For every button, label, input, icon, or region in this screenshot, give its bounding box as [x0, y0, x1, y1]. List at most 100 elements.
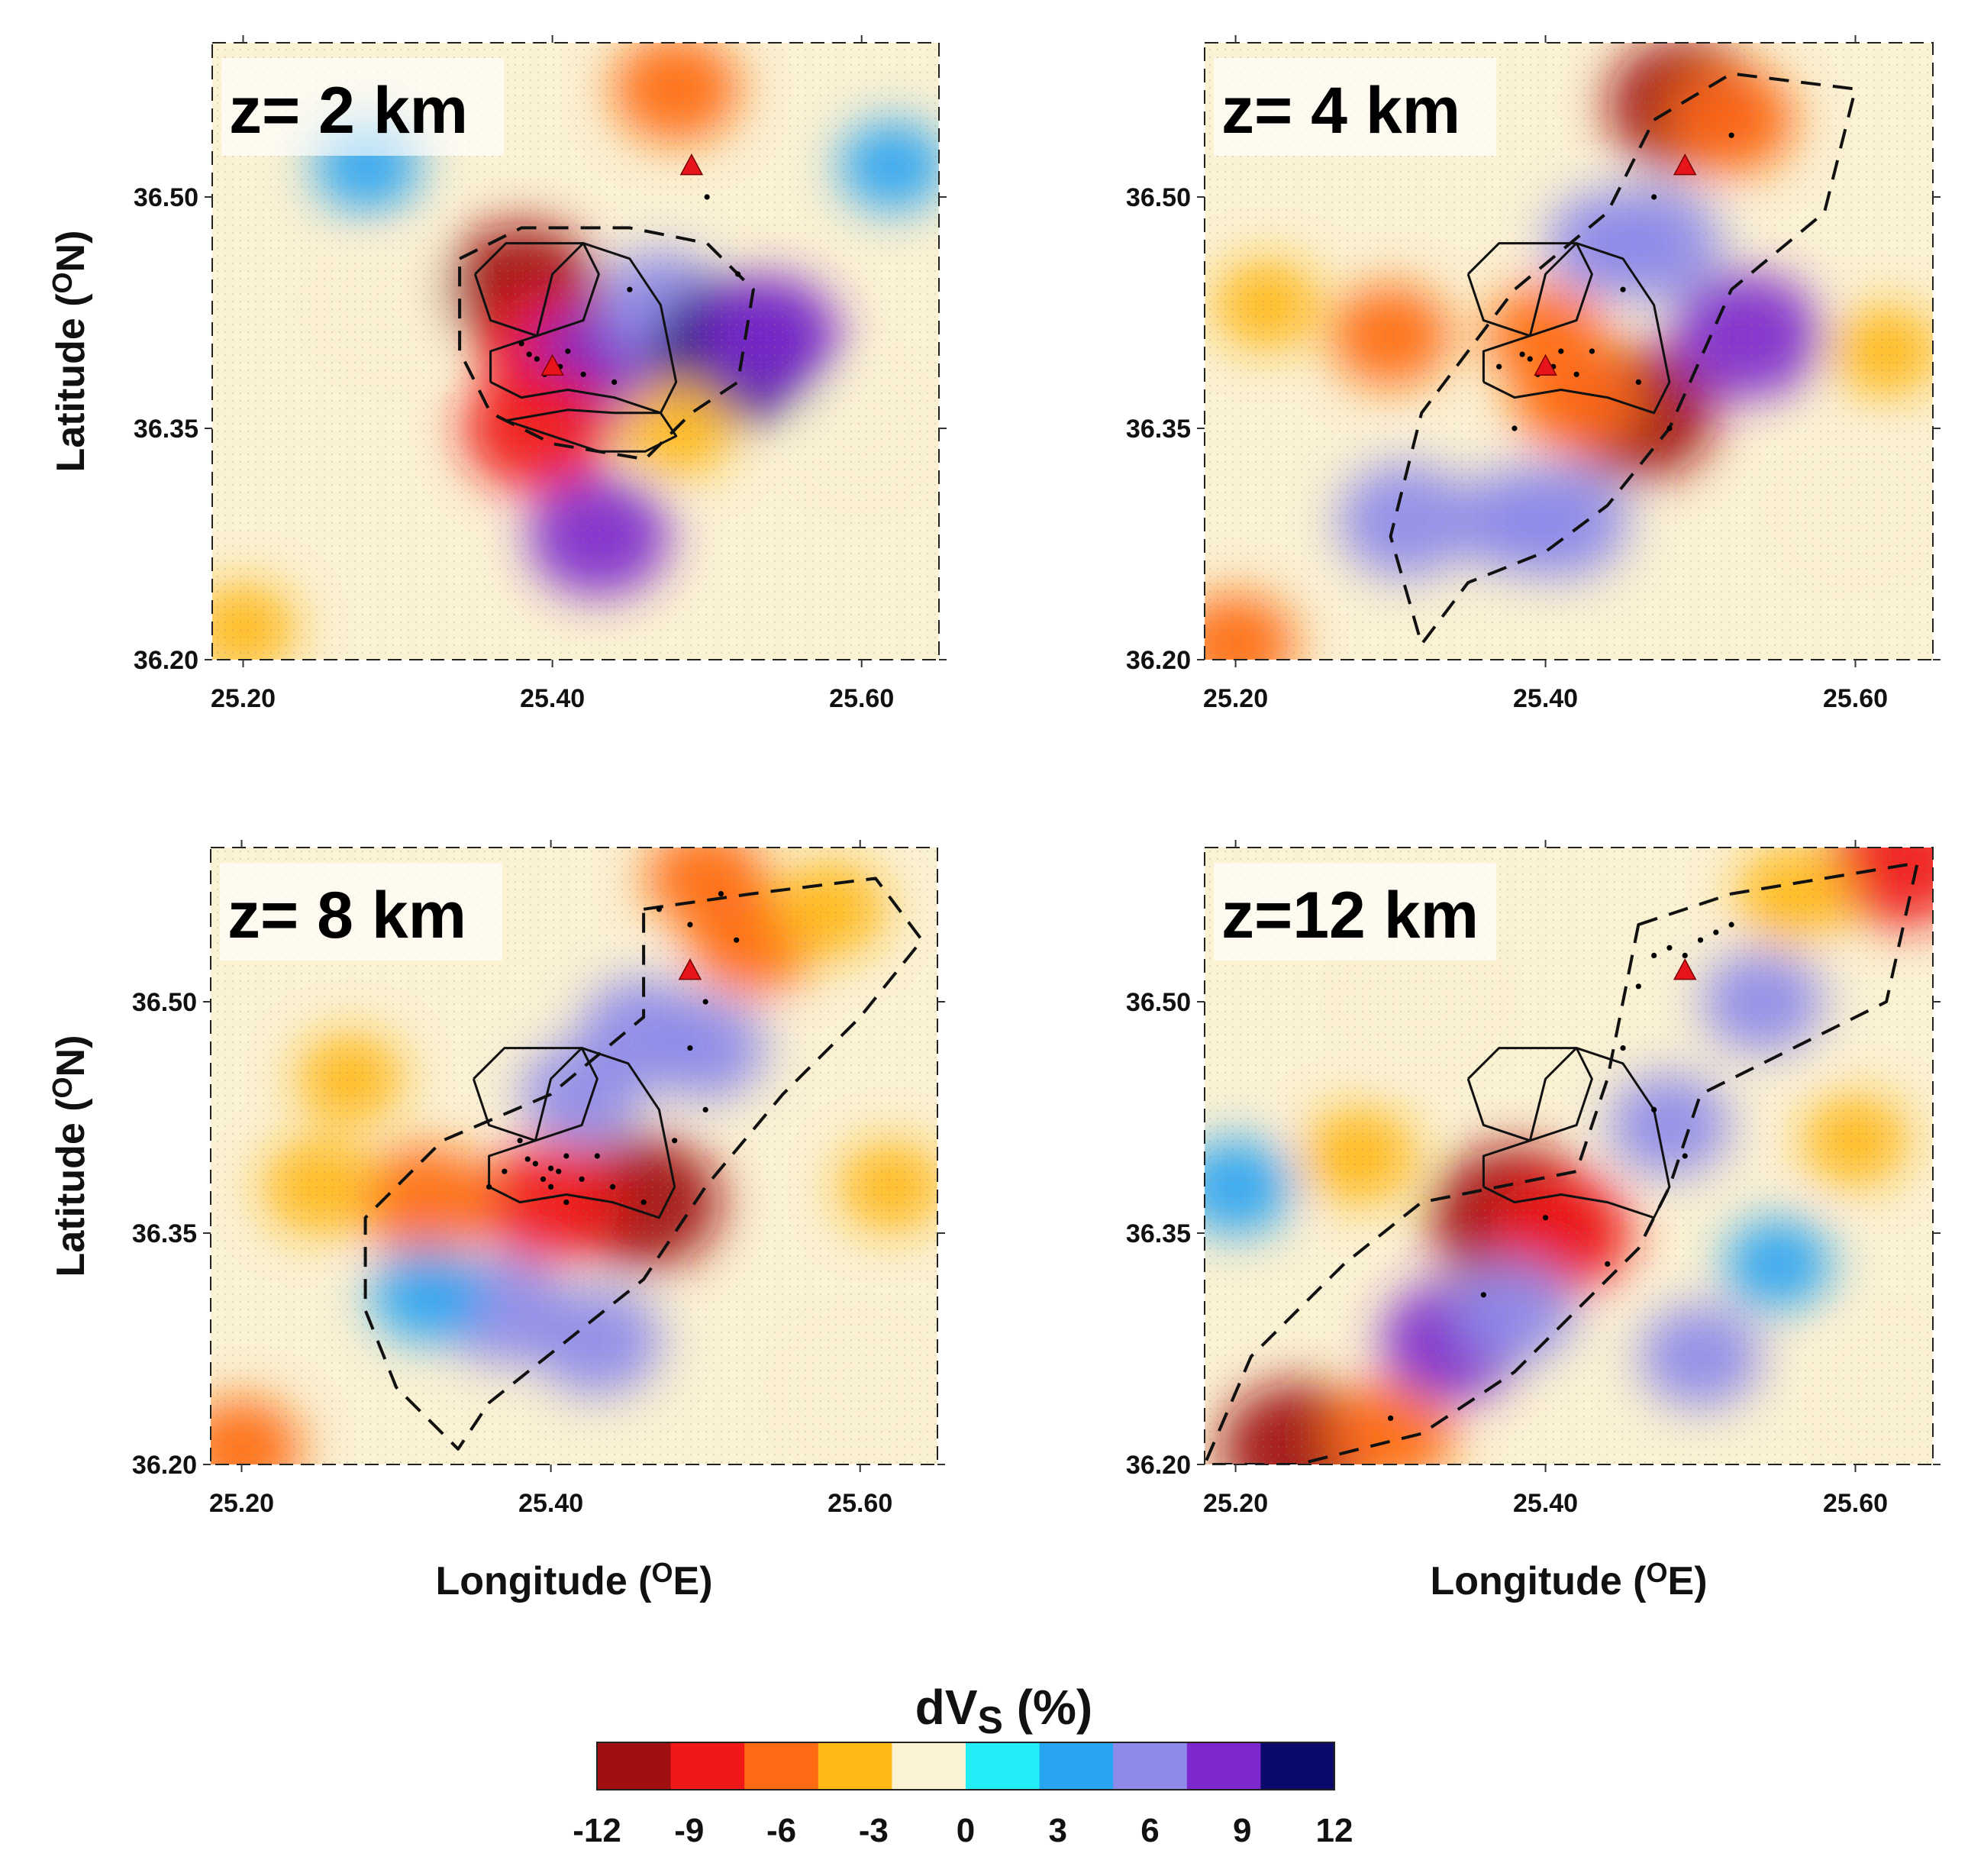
map-panel-z2: z= 2 km 25.20 25.40 25.60 36.20 36.35 36.50: [134, 35, 947, 713]
y-axis-title-unit: N): [49, 1035, 93, 1077]
panel-label: z= 8 km: [227, 879, 466, 952]
earthquake-epicenter: [1573, 371, 1579, 377]
map-panel-z4: z= 4 km 25.20 25.40 25.60 36.20 36.35 36.50: [1126, 35, 1941, 713]
x-axis-title-text: Longitude (: [1430, 1559, 1647, 1603]
map-frame: [211, 42, 940, 660]
volcano-triangle-icon: [1673, 958, 1697, 980]
panel-label-background: [221, 58, 504, 156]
y-tick-label: 36.20: [1126, 1451, 1191, 1480]
y-tick-label: 36.35: [132, 1219, 197, 1248]
colorbar-segment: [1260, 1742, 1335, 1790]
earthquake-epicenter: [718, 891, 724, 897]
colorbar-title-unit: (%): [1003, 1680, 1092, 1735]
map-frame: [210, 847, 938, 1465]
colorbar-tick-label: 9: [1233, 1812, 1251, 1849]
island-coastline: [505, 408, 678, 453]
earthquake-epicenter: [556, 1168, 562, 1174]
earthquake-epicenter: [1519, 351, 1525, 357]
earthquake-epicenter: [1713, 929, 1719, 935]
y-tick-label: 36.50: [1126, 988, 1191, 1017]
island-coastline: [472, 1047, 598, 1142]
colorbar-tick-label: -12: [573, 1812, 621, 1849]
earthquake-epicenter: [1651, 952, 1657, 958]
earthquake-epicenter: [1697, 937, 1704, 943]
colorbar-tick-label: -3: [859, 1812, 889, 1849]
earthquake-epicenter: [563, 1153, 569, 1159]
earthquake-epicenter: [1635, 983, 1641, 990]
y-tick-label: 36.20: [132, 1451, 197, 1480]
colorbar-segment: [1113, 1742, 1188, 1790]
colorbar-tick-label: 6: [1140, 1812, 1159, 1849]
earthquake-epicenter: [534, 356, 540, 362]
earthquake-epicenter: [1651, 1106, 1657, 1112]
y-tick-label: 36.35: [1126, 1219, 1191, 1248]
volcano-triangle-icon: [1534, 354, 1557, 376]
y-axis-title-degree: O: [47, 1077, 78, 1098]
panel-label-background: [1214, 58, 1496, 156]
y-axis-title: Latitude (ON): [47, 231, 93, 473]
y-axis-title: Latitude (ON): [47, 1035, 93, 1277]
earthquake-epicenter: [702, 999, 708, 1005]
colorbar-segment: [744, 1742, 819, 1790]
earthquake-epicenter: [548, 1183, 554, 1190]
panel-label: z= 4 km: [1221, 74, 1460, 147]
x-tick-label: 25.20: [211, 684, 276, 713]
panel-label: z=12 km: [1221, 879, 1479, 952]
earthquake-epicenter: [610, 1183, 616, 1190]
earthquake-epicenter: [611, 379, 618, 385]
panel-label-background: [1214, 863, 1496, 961]
volcano-triangle-icon: [540, 354, 564, 376]
map-frame: [1204, 847, 1934, 1465]
map-panel-z12: z=12 km 25.20 25.40 25.60 36.20 36.35 36.50: [1126, 840, 1941, 1518]
earthquake-epicenter: [532, 1161, 538, 1167]
earthquake-epicenter: [1651, 194, 1657, 200]
x-tick-label: 25.40: [520, 684, 585, 713]
y-tick-label: 36.35: [134, 415, 198, 444]
colorbar-segment: [597, 1742, 672, 1790]
x-axis-title: Longitude (OE): [1430, 1557, 1707, 1603]
y-tick-label: 36.50: [134, 183, 198, 212]
panel-label: z= 2 km: [229, 74, 468, 147]
earthquake-epicenter: [687, 1045, 693, 1051]
earthquake-epicenter: [656, 906, 663, 912]
colorbar-tick-label: 0: [957, 1812, 975, 1849]
earthquake-epicenter: [1387, 1415, 1394, 1421]
earthquake-epicenter: [1728, 132, 1734, 138]
earthquake-epicenter: [1728, 922, 1734, 928]
earthquake-epicenter: [579, 1176, 585, 1182]
colorbar-title-subscript: S: [978, 1699, 1003, 1742]
x-tick-label: 25.60: [829, 684, 894, 713]
x-tick-label: 25.40: [518, 1489, 583, 1518]
resolution-boundary: [458, 226, 755, 461]
earthquake-epicenter: [1542, 1215, 1549, 1221]
resolution-boundary: [363, 877, 924, 1451]
x-tick-label: 25.60: [1823, 1489, 1888, 1518]
earthquake-epicenter: [702, 1106, 708, 1112]
earthquake-epicenter: [1620, 1045, 1626, 1051]
earthquake-epicenter: [548, 1165, 554, 1171]
colorbar-segment: [818, 1742, 892, 1790]
y-axis-title-unit: N): [49, 231, 93, 273]
y-axis-title-text: Latitude (: [49, 293, 93, 473]
colorbar-title-main: dV: [915, 1680, 978, 1735]
colorbar-tick-label: 3: [1049, 1812, 1067, 1849]
y-tick-label: 36.20: [1126, 646, 1191, 675]
earthquake-epicenter: [524, 1156, 531, 1162]
y-axis-title-degree: O: [47, 272, 78, 293]
x-axis-title-degree: O: [652, 1557, 673, 1588]
colorbar-tick-label: 12: [1316, 1812, 1353, 1849]
x-tick-label: 25.20: [1203, 684, 1268, 713]
earthquake-epicenter: [1682, 952, 1688, 958]
island-coastline: [1466, 242, 1593, 337]
earthquake-epicenter: [565, 348, 571, 354]
earthquake-epicenter: [1682, 1153, 1688, 1159]
earthquake-epicenter: [687, 922, 693, 928]
earthquake-epicenter: [563, 1200, 569, 1206]
resolution-boundary: [1389, 72, 1857, 646]
earthquake-epicenter: [627, 286, 633, 292]
x-axis-title-degree: O: [1647, 1557, 1668, 1588]
earthquake-epicenter: [1527, 356, 1533, 362]
earthquake-epicenter: [704, 194, 710, 200]
x-tick-label: 25.60: [828, 1489, 892, 1518]
y-tick-label: 36.35: [1126, 415, 1191, 444]
